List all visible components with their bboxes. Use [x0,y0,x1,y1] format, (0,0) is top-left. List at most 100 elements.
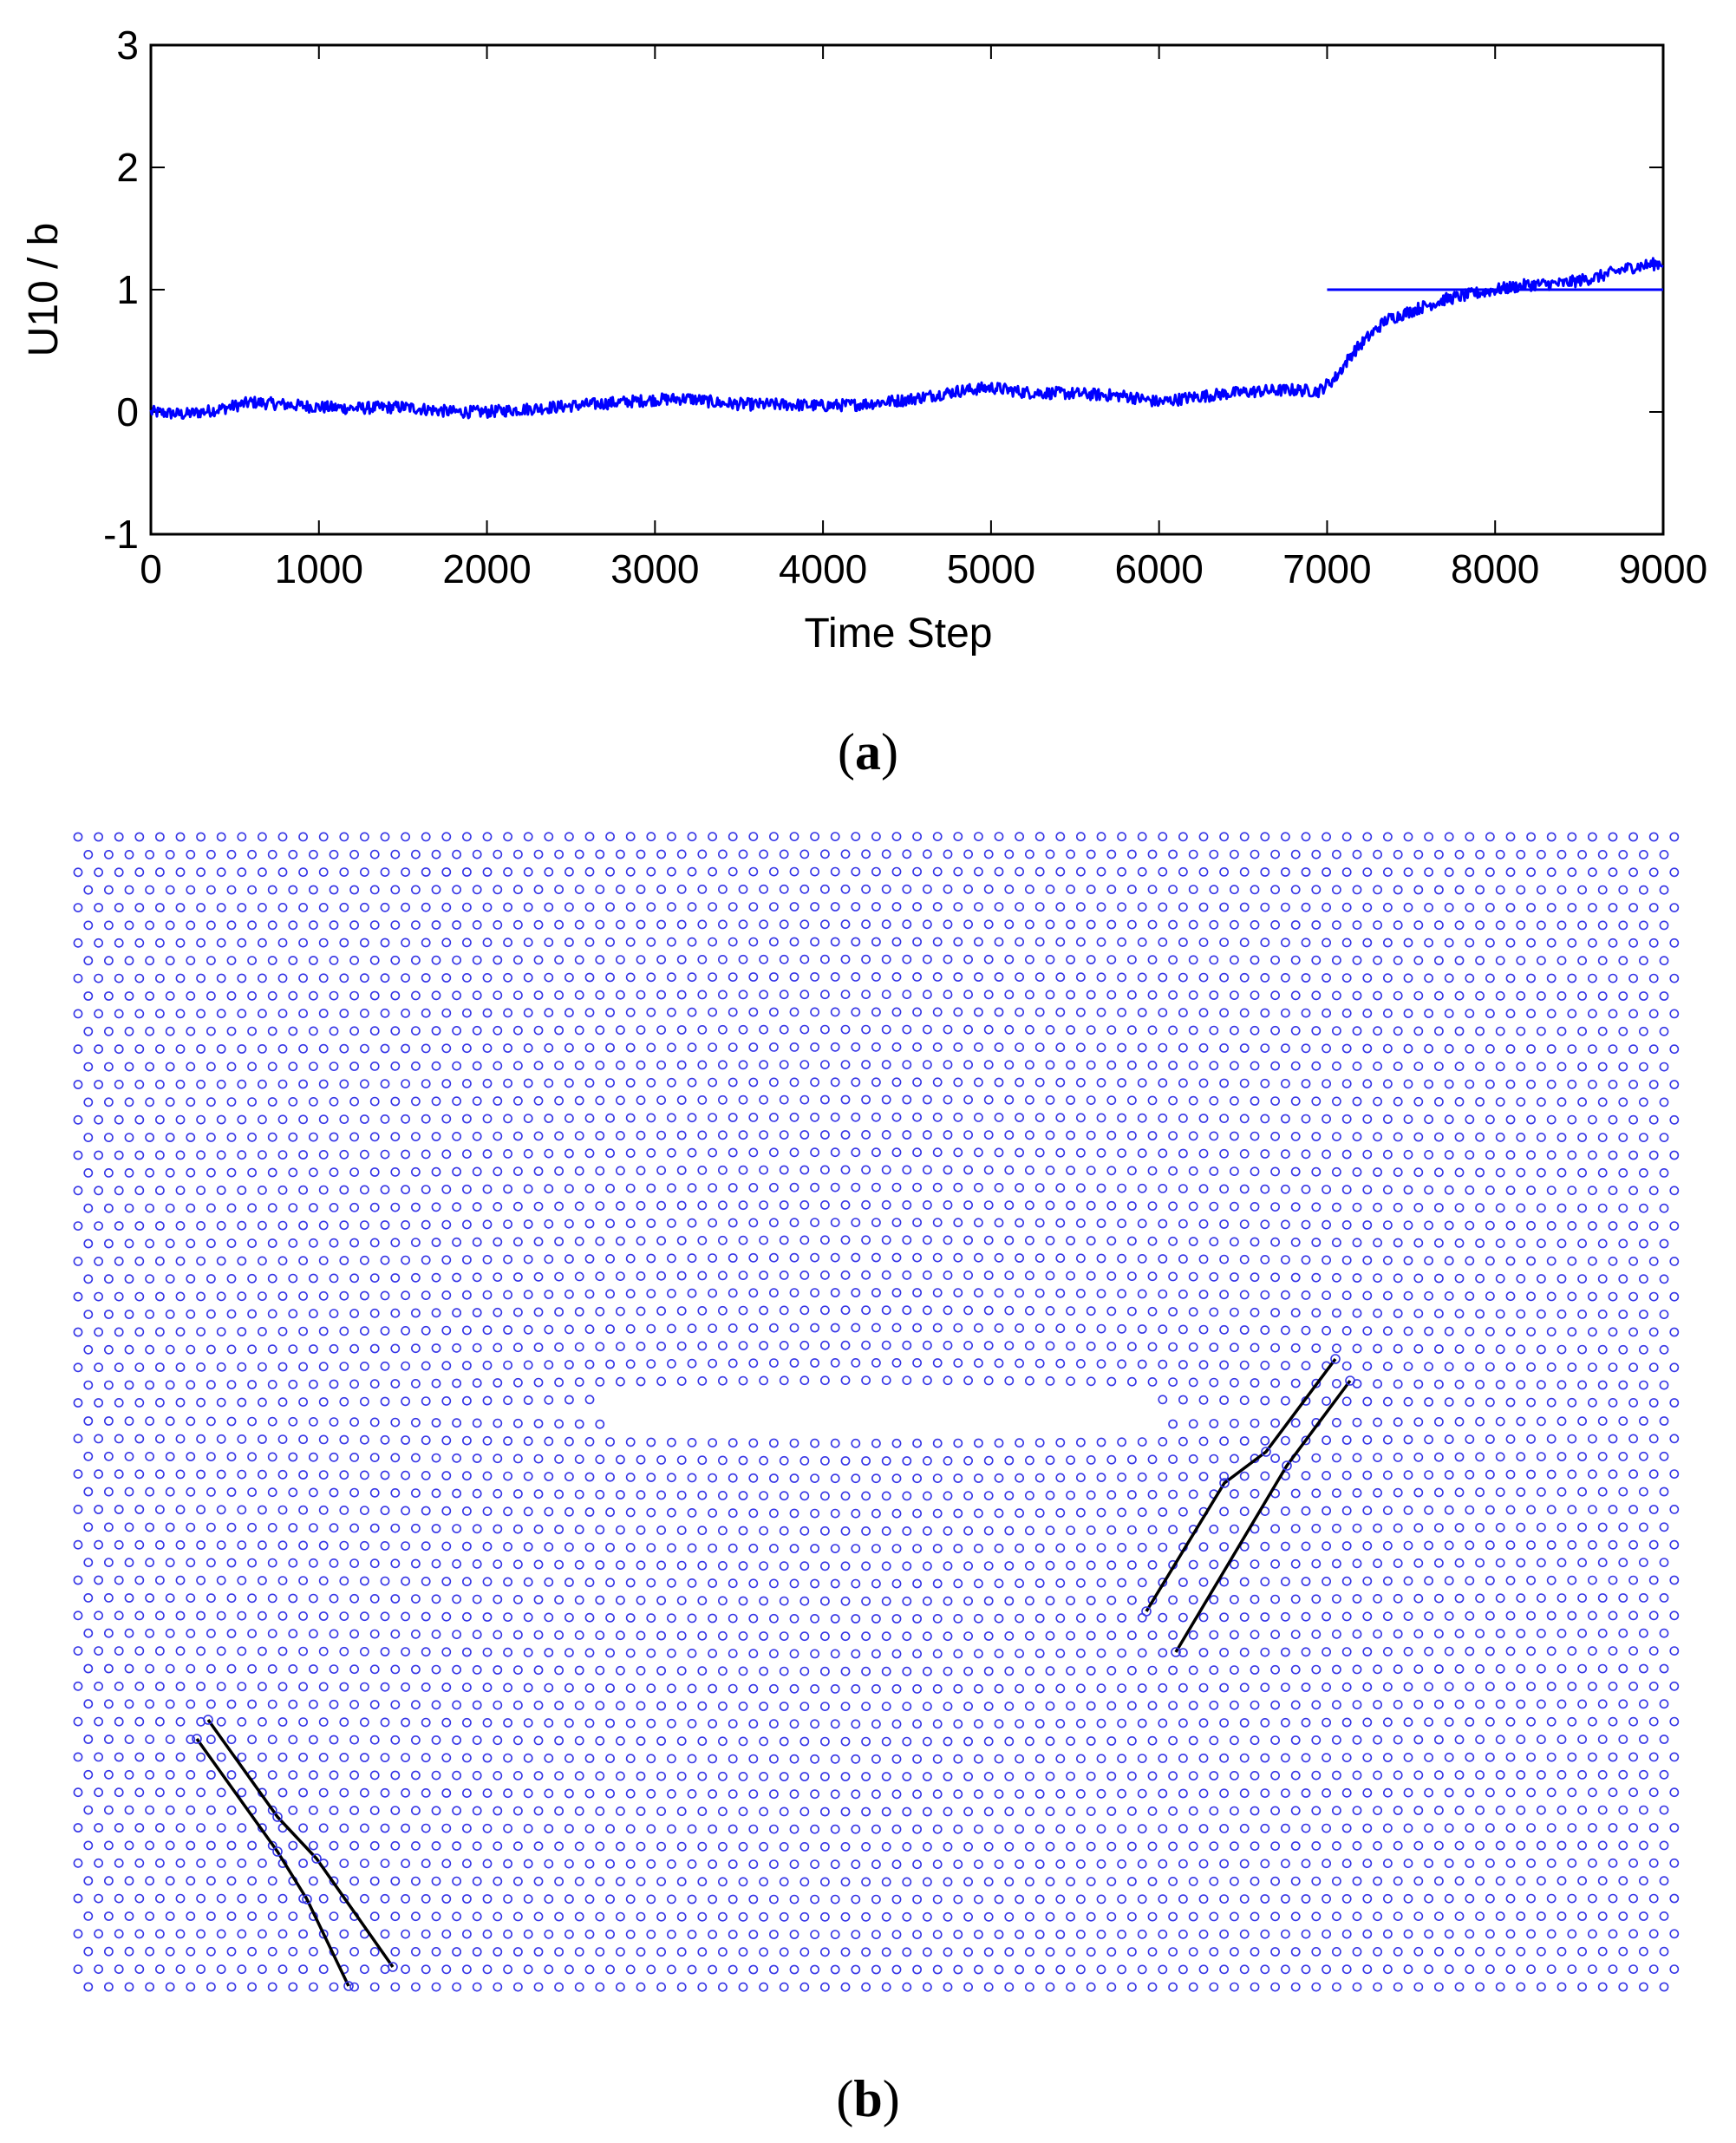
lattice-point [861,1526,871,1536]
lattice-point [840,990,851,999]
lattice-point [369,1911,380,1922]
lattice-point [963,1455,973,1466]
lattice-point [1322,973,1331,983]
lattice-point [462,1682,472,1692]
lattice-point [1495,1522,1505,1532]
lattice-point [1239,902,1250,912]
lattice-point [789,832,799,841]
lattice-point [646,1289,656,1298]
lattice-point [1158,1113,1168,1123]
lattice-point [687,1253,697,1264]
lattice-point [748,1323,759,1333]
lattice-point [288,885,298,895]
lattice-point [493,1061,503,1071]
lattice-point [1290,1770,1301,1780]
lattice-point [1066,1271,1075,1281]
lattice-point [452,1343,461,1353]
lattice-point [1076,866,1086,877]
lattice-point [226,1558,237,1568]
lattice-point [820,1340,830,1350]
lattice-point [1322,1219,1331,1230]
lattice-point [1332,1770,1341,1780]
lattice-point [533,1911,544,1922]
lattice-point [1454,1097,1465,1107]
lattice-point [1628,1009,1638,1019]
lattice-point [165,1310,175,1319]
lattice-point [1659,1133,1669,1142]
lattice-point [369,955,380,965]
lattice-point [359,1682,369,1692]
lattice-point [1127,1736,1137,1746]
lattice-point [1588,1327,1597,1337]
lattice-point [288,1309,298,1319]
lattice-point [1127,1771,1137,1781]
lattice-point [104,991,114,1001]
lattice-point [298,1362,308,1372]
lattice-point [1270,1700,1280,1710]
lattice-point [1158,1289,1168,1299]
lattice-point [1219,1436,1229,1447]
lattice-point [83,1522,94,1532]
lattice-point [1413,885,1424,895]
lattice-point [1485,1576,1495,1585]
lattice-point [431,1096,441,1107]
y-tick-label: 3 [116,23,139,68]
lattice-point [912,1930,922,1939]
lattice-point [554,849,564,859]
lattice-point [1270,1131,1280,1141]
lattice-point [1188,1559,1198,1570]
lattice-point [1086,1060,1096,1070]
lattice-point [1403,1434,1413,1445]
lattice-point [94,1539,103,1550]
lattice-point [851,1684,861,1694]
lattice-point [779,1841,789,1852]
lattice-point [533,1237,544,1247]
lattice-point [676,849,687,859]
lattice-point [359,1576,369,1586]
lattice-point [421,1396,431,1406]
lattice-point [165,1062,175,1072]
lattice-point [1322,938,1331,948]
lattice-point [196,1893,206,1904]
lattice-point [452,1132,461,1141]
lattice-point [339,1079,349,1089]
lattice-point [493,1202,503,1212]
lattice-point [1546,1716,1557,1727]
lattice-point [1158,972,1168,983]
lattice-point [708,1824,717,1834]
lattice-point [431,1630,441,1639]
lattice-point [1413,1167,1424,1178]
lattice-point [1639,1026,1648,1036]
lattice-point [544,1929,554,1939]
lattice-point [1188,1665,1198,1676]
lattice-point [1639,1876,1648,1886]
lattice-point [748,972,759,982]
lattice-point [1034,1358,1045,1369]
lattice-point [175,973,186,983]
lattice-point [881,1947,891,1957]
lattice-point [1567,1893,1577,1904]
lattice-point [124,1380,134,1390]
lattice-point [1413,1343,1424,1354]
lattice-point [779,1911,789,1922]
lattice-point [1117,902,1126,912]
lattice-point [318,1717,329,1727]
lattice-point [1034,1578,1045,1588]
lattice-point [369,1167,380,1177]
lattice-point [1055,866,1066,877]
lattice-point [1188,1419,1198,1429]
lattice-point [1588,1858,1597,1868]
lattice-point [983,1596,994,1606]
lattice-point [1168,1595,1178,1605]
lattice-point [1281,1325,1290,1336]
lattice-point [565,1184,574,1193]
lattice-point [616,1454,625,1465]
lattice-point [932,1323,943,1333]
lattice-point [851,1218,861,1227]
lattice-point [1526,1434,1536,1444]
lattice-point [1322,832,1331,842]
lattice-point [1485,1858,1495,1868]
lattice-point [636,990,646,1000]
lattice-point [452,1876,461,1886]
lattice-point [482,1612,493,1622]
